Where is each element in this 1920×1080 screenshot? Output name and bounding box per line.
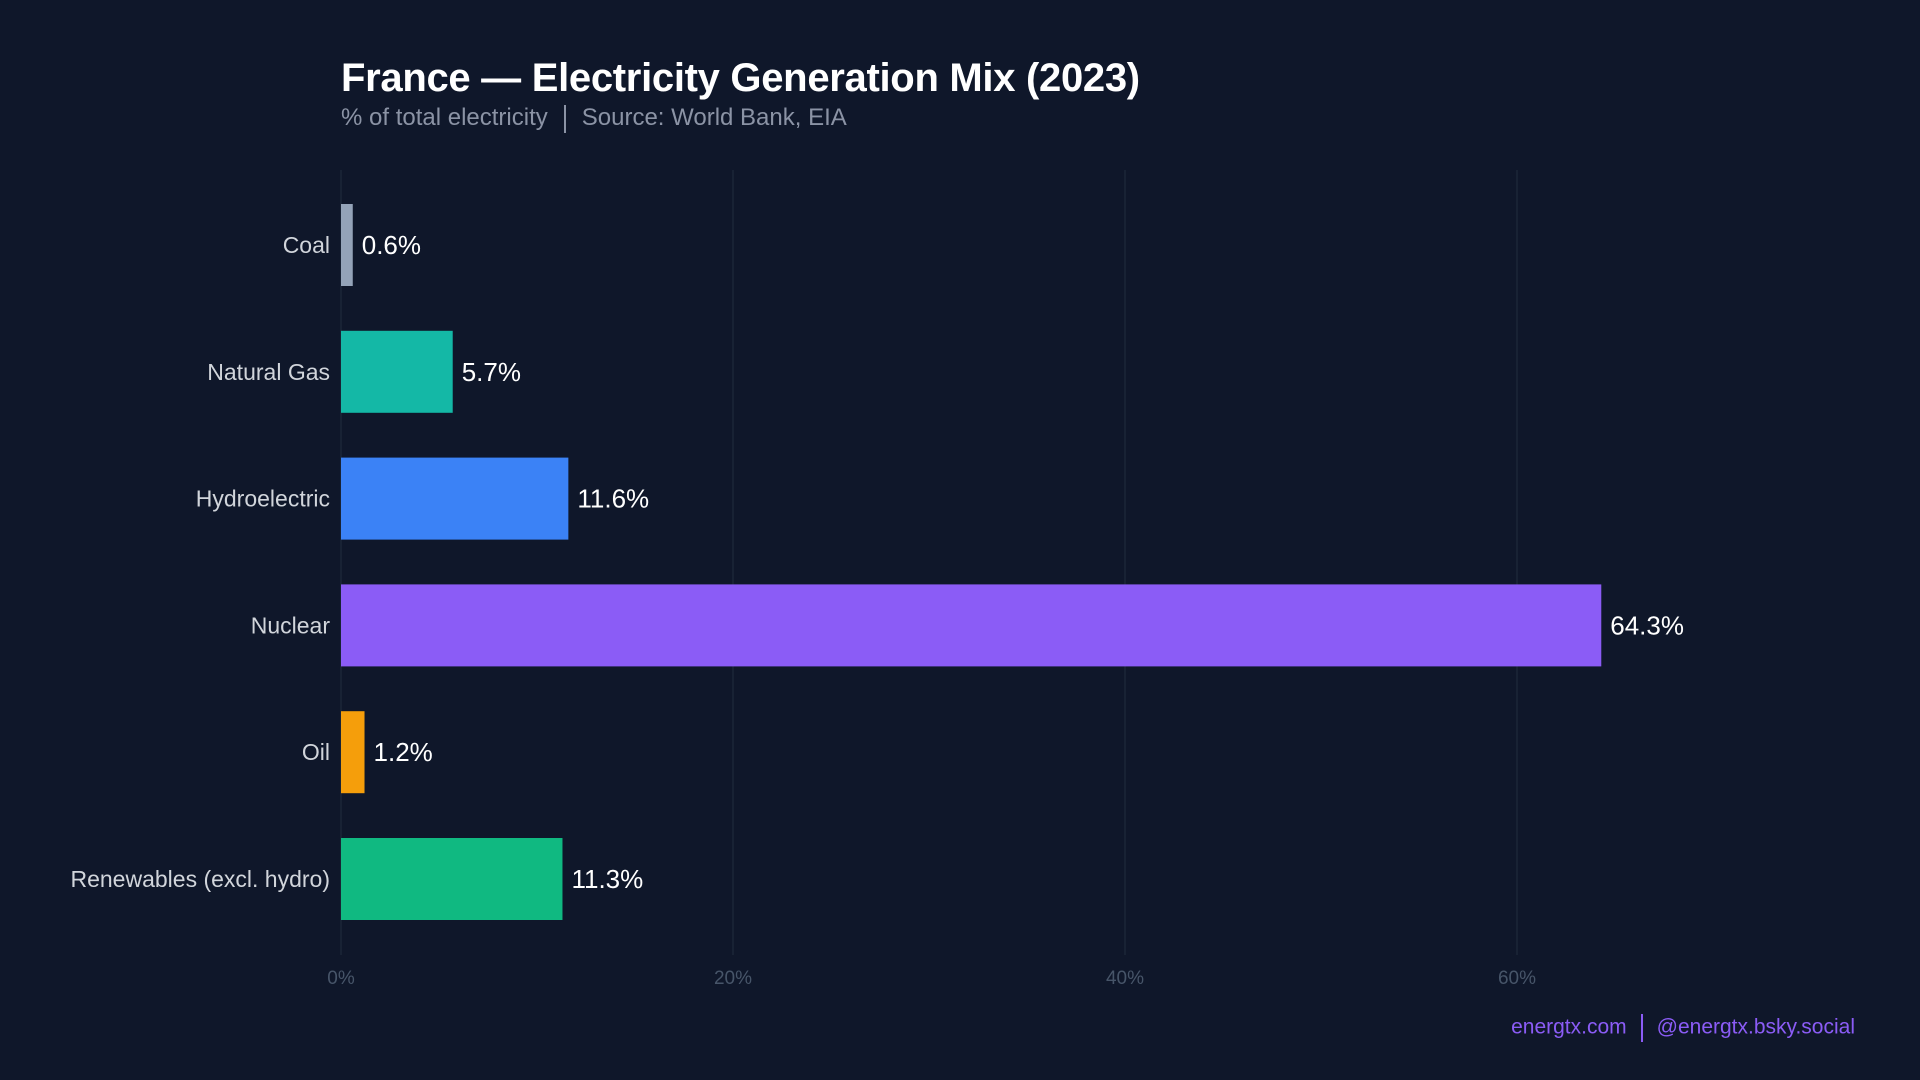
x-tick-label: 40% [1106, 968, 1144, 989]
bar [341, 584, 1602, 667]
footer-credits: energtx.com @energtx.bsky.social [1511, 1014, 1855, 1042]
subtitle-divider [563, 104, 566, 133]
footer-social-link[interactable]: @energtx.bsky.social [1656, 1015, 1855, 1039]
x-tick-label: 60% [1498, 968, 1536, 989]
value-label: 5.7% [462, 357, 521, 387]
value-label: 0.6% [362, 230, 421, 260]
value-label: 1.2% [374, 737, 433, 767]
category-label: Oil [302, 739, 330, 765]
category-label: Natural Gas [207, 359, 330, 385]
bar [341, 711, 365, 794]
bar [341, 838, 563, 920]
category-label: Renewables (excl. hydro) [70, 866, 330, 892]
value-label: 11.6% [577, 484, 649, 514]
bar [341, 457, 569, 540]
subtitle-source: Source: World Bank, EIA [581, 104, 847, 131]
category-label: Coal [283, 232, 330, 258]
footer-divider [1640, 1014, 1643, 1042]
category-label: Nuclear [251, 612, 331, 638]
chart-title: France — Electricity Generation Mix (202… [341, 56, 1140, 100]
x-tick-label: 20% [714, 968, 752, 989]
category-label: Hydroelectric [196, 486, 330, 512]
x-tick-label: 0% [327, 968, 355, 989]
chart-subtitle: % of total electricity Source: World Bank… [341, 104, 847, 133]
footer-site-link[interactable]: energtx.com [1511, 1015, 1627, 1039]
subtitle-units: % of total electricity [341, 104, 548, 131]
bar [341, 204, 353, 286]
value-label: 64.3% [1610, 610, 1684, 640]
value-label: 11.3% [571, 864, 643, 894]
bar [341, 330, 453, 413]
